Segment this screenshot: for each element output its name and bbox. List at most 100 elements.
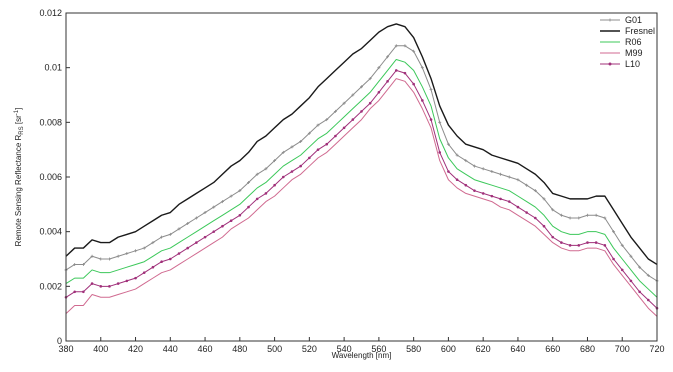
data-point-l10 [290, 170, 294, 173]
data-point-l10 [447, 170, 450, 173]
data-point-l10 [490, 194, 494, 198]
data-point-l10 [368, 101, 372, 105]
data-point-g01 [481, 167, 485, 171]
y-tick-label: 0 [57, 336, 62, 346]
series-line-r06 [65, 58, 658, 298]
data-point-g01 [264, 167, 268, 171]
data-point-g01 [116, 254, 120, 258]
data-point-g01 [220, 200, 224, 204]
x-tick-label: 660 [545, 344, 560, 354]
data-point-l10 [229, 219, 233, 223]
data-point-g01 [99, 257, 103, 261]
y-tick-label: 0.002 [39, 281, 62, 291]
legend-label-g01: G01 [625, 15, 642, 25]
data-point-g01 [420, 66, 424, 70]
legend-item-m99: M99 [600, 48, 643, 58]
data-point-g01 [403, 44, 407, 48]
data-point-g01 [629, 254, 633, 258]
data-point-l10 [394, 69, 398, 72]
data-point-g01 [612, 230, 616, 234]
data-point-g01 [559, 213, 563, 217]
data-point-g01 [238, 189, 242, 193]
data-point-l10 [594, 241, 598, 244]
data-point-l10 [507, 200, 511, 203]
x-tick-label: 640 [510, 344, 525, 354]
data-point-g01 [168, 232, 172, 236]
data-point-g01 [73, 262, 77, 266]
data-point-l10 [160, 260, 163, 264]
data-point-l10 [429, 118, 433, 121]
legend-label-m99: M99 [625, 48, 643, 58]
data-point-l10 [638, 290, 641, 294]
data-point-l10 [238, 213, 242, 217]
data-point-g01 [351, 93, 355, 97]
legend-item-l10: L10 [600, 59, 640, 69]
y-tick-label: 0.006 [39, 172, 62, 182]
x-tick-label: 700 [615, 344, 630, 354]
data-point-l10 [377, 90, 381, 94]
legend-item-r06: R06 [600, 37, 642, 47]
series-line-m99 [65, 78, 658, 317]
legend-marker-g01 [608, 18, 612, 22]
data-point-l10 [525, 211, 528, 214]
y-tick-label: 0.008 [39, 117, 62, 127]
data-point-g01 [594, 213, 598, 217]
data-point-g01 [186, 221, 190, 225]
data-point-g01 [81, 262, 85, 266]
data-point-l10 [247, 205, 250, 209]
data-point-g01 [333, 109, 337, 113]
y-axis-title-unit-superscript: -1 [14, 109, 20, 115]
data-point-l10 [134, 276, 137, 280]
data-point-l10 [82, 290, 85, 294]
data-point-l10 [212, 230, 216, 233]
data-point-l10 [542, 224, 546, 228]
data-point-g01 [577, 216, 581, 220]
data-point-l10 [481, 192, 485, 195]
data-point-l10 [168, 257, 172, 261]
data-point-l10 [629, 279, 633, 283]
data-point-l10 [421, 99, 424, 102]
data-point-g01 [281, 150, 285, 154]
data-point-l10 [281, 175, 285, 179]
data-point-l10 [195, 241, 198, 244]
data-point-l10 [603, 244, 607, 247]
data-point-g01 [377, 66, 381, 70]
data-point-g01 [499, 172, 503, 176]
data-point-l10 [586, 241, 589, 244]
data-point-g01 [290, 145, 294, 149]
data-point-l10 [99, 285, 103, 288]
x-axis-title: Wavelength [nm] [332, 351, 392, 360]
data-point-g01 [151, 241, 155, 245]
data-point-l10 [342, 126, 346, 130]
data-point-l10 [473, 189, 476, 192]
data-point-g01 [455, 153, 459, 157]
data-point-g01 [247, 180, 251, 184]
x-tick-label: 680 [580, 344, 595, 354]
data-point-l10 [316, 148, 320, 151]
data-point-l10 [90, 282, 94, 285]
data-point-l10 [334, 134, 337, 138]
data-point-l10 [73, 290, 76, 294]
data-point-g01 [585, 213, 589, 217]
legend-label-r06: R06 [625, 37, 642, 47]
data-point-l10 [560, 241, 563, 244]
data-point-g01 [438, 120, 442, 124]
data-point-l10 [186, 246, 189, 250]
data-point-g01 [368, 77, 372, 81]
data-point-g01 [107, 257, 111, 261]
data-point-g01 [212, 205, 216, 209]
data-point-l10 [403, 71, 407, 75]
x-tick-label: 720 [649, 344, 664, 354]
data-point-g01 [255, 172, 259, 176]
y-tick-labels: 0 0.002 0.004 0.006 0.008 0.01 0.012 [39, 8, 62, 346]
data-point-g01 [412, 49, 416, 53]
data-point-l10 [360, 110, 363, 113]
x-tick-label: 600 [441, 344, 456, 354]
data-point-l10 [516, 205, 520, 209]
y-tick-label: 0.01 [44, 63, 62, 73]
x-tick-label: 420 [128, 344, 143, 354]
y-tick-label: 0.012 [39, 8, 62, 18]
